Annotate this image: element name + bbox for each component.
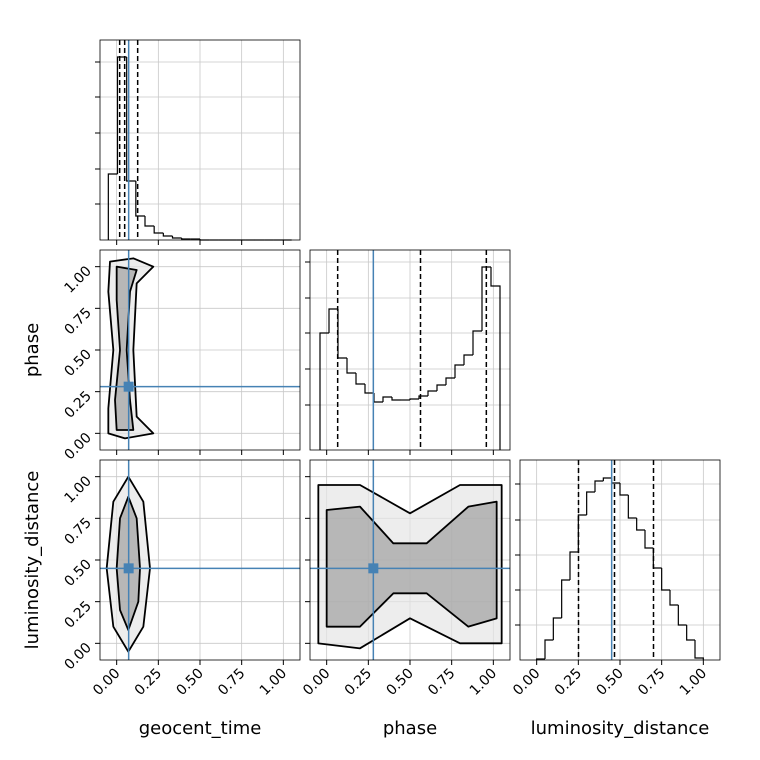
hist-bin <box>577 514 587 552</box>
hist-bin <box>319 332 329 450</box>
panel-frame <box>519 459 721 661</box>
x-tick-label: 0.75 <box>425 666 458 699</box>
truth-marker <box>123 563 134 574</box>
hist-bin <box>107 173 118 240</box>
y-axis-label: luminosity_distance <box>22 471 43 650</box>
hist-bin <box>126 57 136 182</box>
hist-bin <box>153 226 164 234</box>
hist-bin <box>162 233 173 237</box>
contour <box>114 265 138 431</box>
x-tick-label: 0.50 <box>593 666 626 699</box>
hist-bin <box>569 551 579 580</box>
y-tick-label: 1.00 <box>61 473 94 506</box>
x-tick-label: 0.50 <box>383 666 416 699</box>
hist-bin <box>627 495 637 519</box>
hist-bin <box>619 483 629 496</box>
hist-bin <box>337 309 347 359</box>
hist-bin <box>454 364 464 378</box>
hist-bin <box>669 590 679 606</box>
truth-marker <box>123 381 134 392</box>
y-axis-label: phase <box>22 323 43 377</box>
hist-bin <box>436 384 446 391</box>
hist-bin <box>418 395 428 399</box>
hist-bin <box>427 390 437 396</box>
panel-frame <box>99 39 301 241</box>
x-tick-label: 1.00 <box>467 666 500 699</box>
y-tick-label: 0.25 <box>61 598 94 631</box>
hist-bin <box>490 267 501 450</box>
x-tick-label: 0.25 <box>132 666 165 699</box>
hist-bin <box>594 480 604 492</box>
x-axis-label: luminosity_distance <box>531 718 710 739</box>
x-tick-label: 0.00 <box>90 666 123 699</box>
x-axis-label: geocent_time <box>139 718 262 739</box>
hist-bin <box>481 266 491 331</box>
y-tick-label: 0.75 <box>61 515 94 548</box>
hist-bin <box>611 478 620 484</box>
x-tick-label: 0.25 <box>552 666 585 699</box>
panel-frame <box>99 459 301 661</box>
hist-bin <box>391 397 401 401</box>
hist-bin <box>644 530 654 549</box>
hist-bin <box>544 639 554 659</box>
hist-bin <box>661 568 670 591</box>
hist-bin <box>409 398 419 400</box>
hist-bin <box>181 238 191 240</box>
x-tick-label: 0.75 <box>215 666 248 699</box>
y-tick-label: 0.25 <box>61 388 94 421</box>
hist-bin <box>144 216 155 227</box>
hist-bin <box>677 605 687 626</box>
hist-bin <box>561 579 570 618</box>
x-axis-label: phase <box>383 718 437 739</box>
x-tick-label: 0.00 <box>510 666 543 699</box>
hist-bin <box>328 308 338 333</box>
hist-bin <box>586 491 595 515</box>
x-tick-label: 0.00 <box>300 666 333 699</box>
hist-bin <box>636 518 645 531</box>
contour <box>325 500 498 628</box>
hist-bin <box>135 181 145 217</box>
hist-bin <box>364 384 374 394</box>
panel-frame <box>309 459 511 661</box>
hist-bin <box>652 548 662 569</box>
y-tick-label: 0.75 <box>61 305 94 338</box>
hist-bin <box>463 354 473 365</box>
hist-bin <box>355 373 365 385</box>
panel-frame <box>99 249 301 451</box>
y-tick-label: 0.00 <box>61 430 94 463</box>
x-tick-label: 0.25 <box>342 666 375 699</box>
x-tick-label: 0.75 <box>635 666 668 699</box>
panel-frame <box>309 249 511 451</box>
hist-bin <box>694 640 704 660</box>
x-tick-label: 1.00 <box>257 666 290 699</box>
hist-bin <box>116 56 127 174</box>
x-tick-label: 0.50 <box>173 666 206 699</box>
y-tick-label: 0.00 <box>61 640 94 673</box>
hist-bin <box>346 358 356 374</box>
x-tick-label: 1.00 <box>677 666 710 699</box>
hist-bin <box>373 393 383 403</box>
hist-bin <box>686 625 695 641</box>
truth-marker <box>368 563 379 574</box>
hist-bin <box>445 377 455 385</box>
hist-bin <box>382 396 392 402</box>
hist-bin <box>602 477 612 481</box>
y-tick-label: 0.50 <box>61 557 94 590</box>
y-tick-label: 1.00 <box>61 263 94 296</box>
hist-bin <box>171 236 182 239</box>
y-tick-label: 0.50 <box>61 347 94 380</box>
hist-bin <box>552 617 562 640</box>
hist-bin <box>472 330 482 355</box>
